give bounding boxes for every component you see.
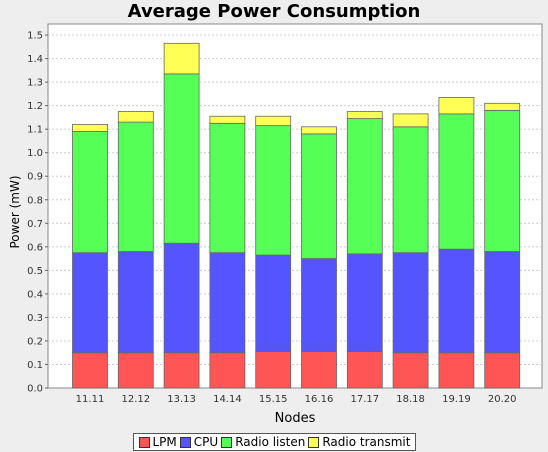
y-tick-label: 0.9 bbox=[27, 172, 43, 183]
bar-segment-radio-transmit bbox=[393, 114, 428, 127]
bar-segment-cpu bbox=[256, 255, 291, 351]
legend-label: LPM bbox=[153, 435, 177, 449]
legend-item: LPM bbox=[139, 435, 177, 449]
bar-segment-cpu bbox=[393, 253, 428, 353]
x-tick-label: 12.12 bbox=[121, 394, 150, 405]
legend-item: Radio transmit bbox=[308, 435, 410, 449]
bar-segment-radio-transmit bbox=[256, 116, 291, 125]
bar-segment-radio-transmit bbox=[118, 112, 153, 123]
legend-swatch bbox=[308, 437, 319, 448]
bar-segment-radio-listen bbox=[73, 132, 108, 253]
bar-segment-radio-transmit bbox=[485, 103, 520, 110]
bar-segment-radio-listen bbox=[256, 126, 291, 255]
y-tick-label: 0.1 bbox=[27, 360, 43, 371]
bar-segment-radio-transmit bbox=[73, 124, 108, 131]
bar-segment-lpm bbox=[210, 353, 245, 388]
bar-segment-lpm bbox=[347, 352, 382, 388]
bar-segment-radio-listen bbox=[393, 127, 428, 253]
bar-segment-cpu bbox=[485, 252, 520, 353]
x-tick-label: 13.13 bbox=[167, 394, 196, 405]
bar-segment-radio-transmit bbox=[439, 97, 474, 113]
bar-segment-radio-listen bbox=[439, 114, 474, 249]
bar-segment-radio-listen bbox=[210, 123, 245, 252]
y-tick-label: 0.5 bbox=[27, 266, 43, 277]
bar-segment-cpu bbox=[347, 254, 382, 352]
x-tick-label: 11.11 bbox=[76, 394, 105, 405]
bar-segment-radio-transmit bbox=[302, 127, 337, 134]
bar-segment-radio-listen bbox=[118, 122, 153, 251]
bar-segment-radio-listen bbox=[164, 74, 199, 243]
legend: LPM CPU Radio listen Radio transmit bbox=[133, 433, 416, 451]
legend-item: CPU bbox=[180, 435, 218, 449]
y-tick-label: 0.3 bbox=[27, 313, 43, 324]
bar-segment-lpm bbox=[439, 353, 474, 388]
x-axis: 11.11 12.12 13.13 14.14 15.15 16.16 17.17 18.18… bbox=[76, 394, 517, 405]
bar-segment-cpu bbox=[164, 243, 199, 352]
x-axis-label: Nodes bbox=[275, 411, 316, 426]
y-axis-label: Power (mW) bbox=[8, 175, 22, 248]
bar-segment-lpm bbox=[118, 353, 153, 388]
legend-swatch bbox=[180, 437, 191, 448]
bar-segment-radio-listen bbox=[347, 119, 382, 254]
legend-label: Radio transmit bbox=[322, 435, 410, 449]
x-tick-label: 17.17 bbox=[350, 394, 379, 405]
y-tick-label: 0.0 bbox=[27, 384, 43, 395]
y-tick-label: 0.8 bbox=[27, 195, 43, 206]
bar-segment-lpm bbox=[73, 353, 108, 388]
bar-segment-lpm bbox=[393, 353, 428, 388]
bar-segment-lpm bbox=[256, 352, 291, 388]
x-tick-label: 19.19 bbox=[442, 394, 471, 405]
bar-segment-lpm bbox=[164, 353, 199, 388]
bar-segment-radio-transmit bbox=[164, 43, 199, 74]
bar-segment-cpu bbox=[302, 259, 337, 352]
bar-segment-radio-transmit bbox=[210, 116, 245, 123]
bar-segment-cpu bbox=[210, 253, 245, 353]
legend-label: CPU bbox=[194, 435, 218, 449]
x-tick-label: 14.14 bbox=[213, 394, 242, 405]
bar-segment-radio-listen bbox=[485, 110, 520, 251]
legend-label: Radio listen bbox=[235, 435, 305, 449]
y-tick-label: 0.6 bbox=[27, 242, 43, 253]
y-tick-label: 1.0 bbox=[27, 148, 43, 159]
x-tick-label: 15.15 bbox=[259, 394, 288, 405]
bar-segment-cpu bbox=[118, 252, 153, 353]
y-tick-label: 1.5 bbox=[27, 31, 43, 42]
x-tick-label: 20.20 bbox=[488, 394, 517, 405]
bar-segment-cpu bbox=[439, 249, 474, 353]
legend-swatch bbox=[139, 437, 150, 448]
y-axis: 0.0 0.1 0.2 0.3 0.4 0.5 0.6 0.7 0.8 0.9 1.0 1.1 1.2 1… bbox=[27, 31, 48, 395]
x-tick-label: 16.16 bbox=[305, 394, 334, 405]
y-tick-label: 1.1 bbox=[27, 125, 43, 136]
bar-segment-radio-listen bbox=[302, 134, 337, 259]
bar-segment-lpm bbox=[485, 353, 520, 388]
bar-segment-radio-transmit bbox=[347, 112, 382, 119]
y-tick-label: 1.2 bbox=[27, 101, 43, 112]
y-tick-label: 1.4 bbox=[27, 54, 43, 65]
bar-segment-cpu bbox=[73, 253, 108, 353]
y-tick-label: 0.7 bbox=[27, 219, 43, 230]
legend-item: Radio listen bbox=[221, 435, 305, 449]
y-tick-label: 0.4 bbox=[27, 289, 43, 300]
bar-segment-lpm bbox=[302, 352, 337, 388]
y-tick-label: 1.3 bbox=[27, 78, 43, 89]
y-tick-label: 0.2 bbox=[27, 336, 43, 347]
x-tick-label: 18.18 bbox=[396, 394, 425, 405]
legend-swatch bbox=[221, 437, 232, 448]
